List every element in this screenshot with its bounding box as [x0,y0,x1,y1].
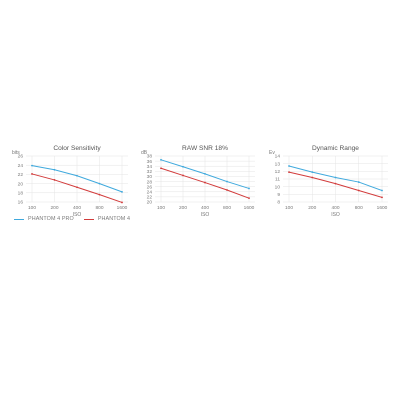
y-tick-label: 24 [147,189,153,195]
y-tick-label: 32 [147,169,153,175]
x-tick-label: 400 [331,205,339,211]
data-point-phantom-4 [288,171,290,174]
x-tick-label: 800 [223,205,231,211]
x-tick-label: 200 [308,205,316,211]
data-point-phantom-4-pro [76,174,78,177]
y-unit-label: Ev [269,150,275,156]
data-point-phantom-4 [204,181,206,184]
x-tick-label: 200 [50,205,58,211]
y-tick-label: 26 [18,154,24,160]
data-point-phantom-4 [334,182,337,185]
legend-label-phantom-4-pro: PHANTOM 4 PRO [28,216,74,222]
legend-item-phantom-4: PHANTOM 4 [83,216,131,222]
chart-title: RAW SNR 18% [182,145,228,152]
data-point-phantom-4 [121,201,123,204]
data-point-phantom-4 [311,176,314,179]
y-tick-label: 24 [18,163,24,169]
y-tick-label: 18 [18,191,24,197]
y-unit-label: dB [141,150,148,156]
data-point-phantom-4-pro [226,180,228,183]
x-tick-label: 400 [201,205,209,211]
x-tick-label: 1600 [117,205,128,211]
y-tick-label: 38 [147,154,153,160]
y-tick-label: 9 [277,192,280,198]
data-point-phantom-4 [53,179,56,181]
legend: PHANTOM 4 PRO PHANTOM 4 [14,216,130,222]
x-tick-label: 200 [179,205,187,211]
y-tick-label: 34 [147,164,153,170]
chart-title: Color Sensitivity [53,145,101,152]
x-tick-label: 100 [285,205,293,211]
x-tick-label: 400 [73,205,81,211]
y-tick-label: 16 [18,200,24,206]
x-tick-label: 1600 [244,205,255,211]
data-point-phantom-4-pro [182,165,184,168]
y-tick-label: 11 [275,177,280,183]
y-tick-label: 8 [277,200,280,206]
data-point-phantom-4 [182,174,184,177]
data-point-phantom-4 [248,197,250,200]
data-point-phantom-4-pro [53,168,56,171]
data-point-phantom-4-pro [311,171,314,174]
legend-swatch-phantom-4 [83,218,94,220]
y-tick-label: 10 [275,184,281,190]
data-point-phantom-4 [76,186,78,189]
data-point-phantom-4 [381,196,383,199]
chart-title: Dynamic Range [312,145,359,152]
legend-item-phantom-4-pro: PHANTOM 4 PRO [14,216,74,222]
y-tick-label: 22 [147,195,153,201]
y-tick-label: 36 [147,159,153,165]
x-tick-label: 100 [157,205,165,211]
legend-swatch-phantom-4-pro [14,218,24,220]
data-point-phantom-4 [98,193,101,196]
x-tick-label: 800 [355,205,363,211]
data-point-phantom-4-pro [334,176,337,179]
y-tick-label: 30 [147,174,153,180]
x-tick-label: 800 [95,205,103,211]
data-point-phantom-4-pro [248,187,250,190]
legend-label-phantom-4: PHANTOM 4 [97,216,131,222]
x-axis-label: ISO [73,212,82,218]
data-point-phantom-4 [357,189,360,192]
data-point-phantom-4-pro [204,172,206,175]
y-tick-label: 14 [275,154,281,160]
y-tick-label: 20 [147,200,153,206]
data-point-phantom-4 [226,189,228,191]
data-point-phantom-4-pro [357,181,360,183]
data-point-phantom-4 [31,173,33,175]
y-tick-label: 12 [275,169,281,175]
data-point-phantom-4-pro [160,158,162,161]
x-tick-label: 100 [28,205,36,211]
data-point-phantom-4-pro [98,182,101,185]
y-tick-label: 13 [275,161,281,167]
x-axis-label: ISO [201,212,210,218]
data-point-phantom-4-pro [31,164,33,167]
chart-color-sensitivity: Color Sensitivity bits 16 18 20 22 24 26 100 200 4… [12,145,128,218]
x-tick-label: 1600 [377,205,388,211]
data-point-phantom-4-pro [288,165,290,167]
y-unit-label: bits [12,150,20,156]
y-tick-label: 22 [18,172,24,178]
y-tick-label: 20 [18,181,24,187]
y-tick-label: 26 [147,184,153,190]
data-point-phantom-4 [160,167,162,170]
y-tick-label: 28 [147,179,153,185]
data-point-phantom-4-pro [121,190,123,193]
data-point-phantom-4-pro [381,189,383,192]
x-axis-label: ISO [331,212,340,218]
